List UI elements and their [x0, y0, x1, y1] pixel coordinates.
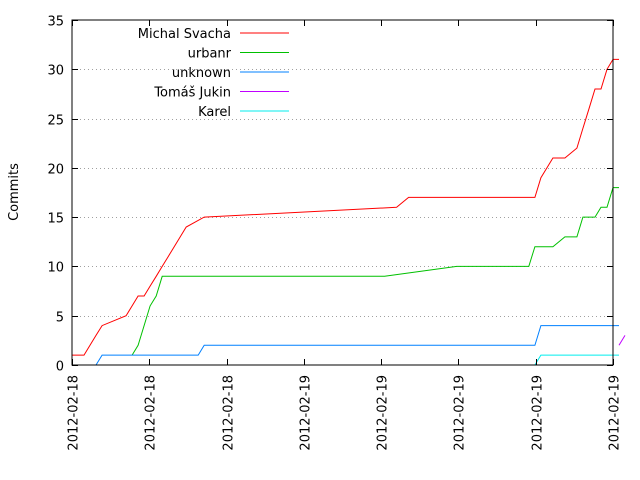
legend-label: Karel — [198, 105, 231, 120]
y-tick-label: 5 — [56, 311, 64, 326]
series-line — [618, 335, 626, 346]
legend-label: unknown — [172, 66, 231, 81]
legend: Michal Svacha urbanr unknown Tomáš Jukin Kar… — [138, 27, 289, 120]
legend-label: Michal Svacha — [138, 27, 231, 42]
x-tick-label: 2012-02-18 — [144, 375, 159, 451]
y-tick-label: 25 — [47, 114, 64, 129]
x-tick-label: 2012-02-19 — [376, 375, 391, 451]
series-line — [534, 354, 619, 366]
axes: 0 5 10 15 20 25 30 35 2012-02-18 2012-02-18 2012-0… — [47, 15, 622, 451]
y-tick-label: 35 — [47, 15, 64, 30]
legend-label: Tomáš Jukin — [153, 86, 231, 101]
legend-label: urbanr — [188, 47, 232, 62]
x-tick-label: 2012-02-19 — [531, 375, 546, 451]
series-line — [72, 58, 619, 356]
x-tick-label: 2012-02-19 — [453, 375, 468, 451]
x-tick-label: 2012-02-18 — [67, 375, 82, 451]
y-axis-label: Commits — [7, 163, 22, 221]
plot-frame — [71, 19, 614, 366]
y-tick-label: 10 — [47, 261, 64, 276]
y-tick-label: 15 — [47, 212, 64, 227]
y-tick-label: 30 — [47, 64, 64, 79]
series-line — [95, 325, 619, 366]
series-line — [131, 187, 619, 356]
grid-lines — [72, 69, 613, 317]
y-tick-label: 20 — [47, 163, 64, 178]
x-tick-label: 2012-02-19 — [608, 375, 623, 451]
series-lines — [72, 58, 626, 366]
x-tick-label: 2012-02-19 — [299, 375, 314, 451]
y-tick-label: 0 — [56, 360, 64, 375]
x-tick-label: 2012-02-18 — [222, 375, 237, 451]
